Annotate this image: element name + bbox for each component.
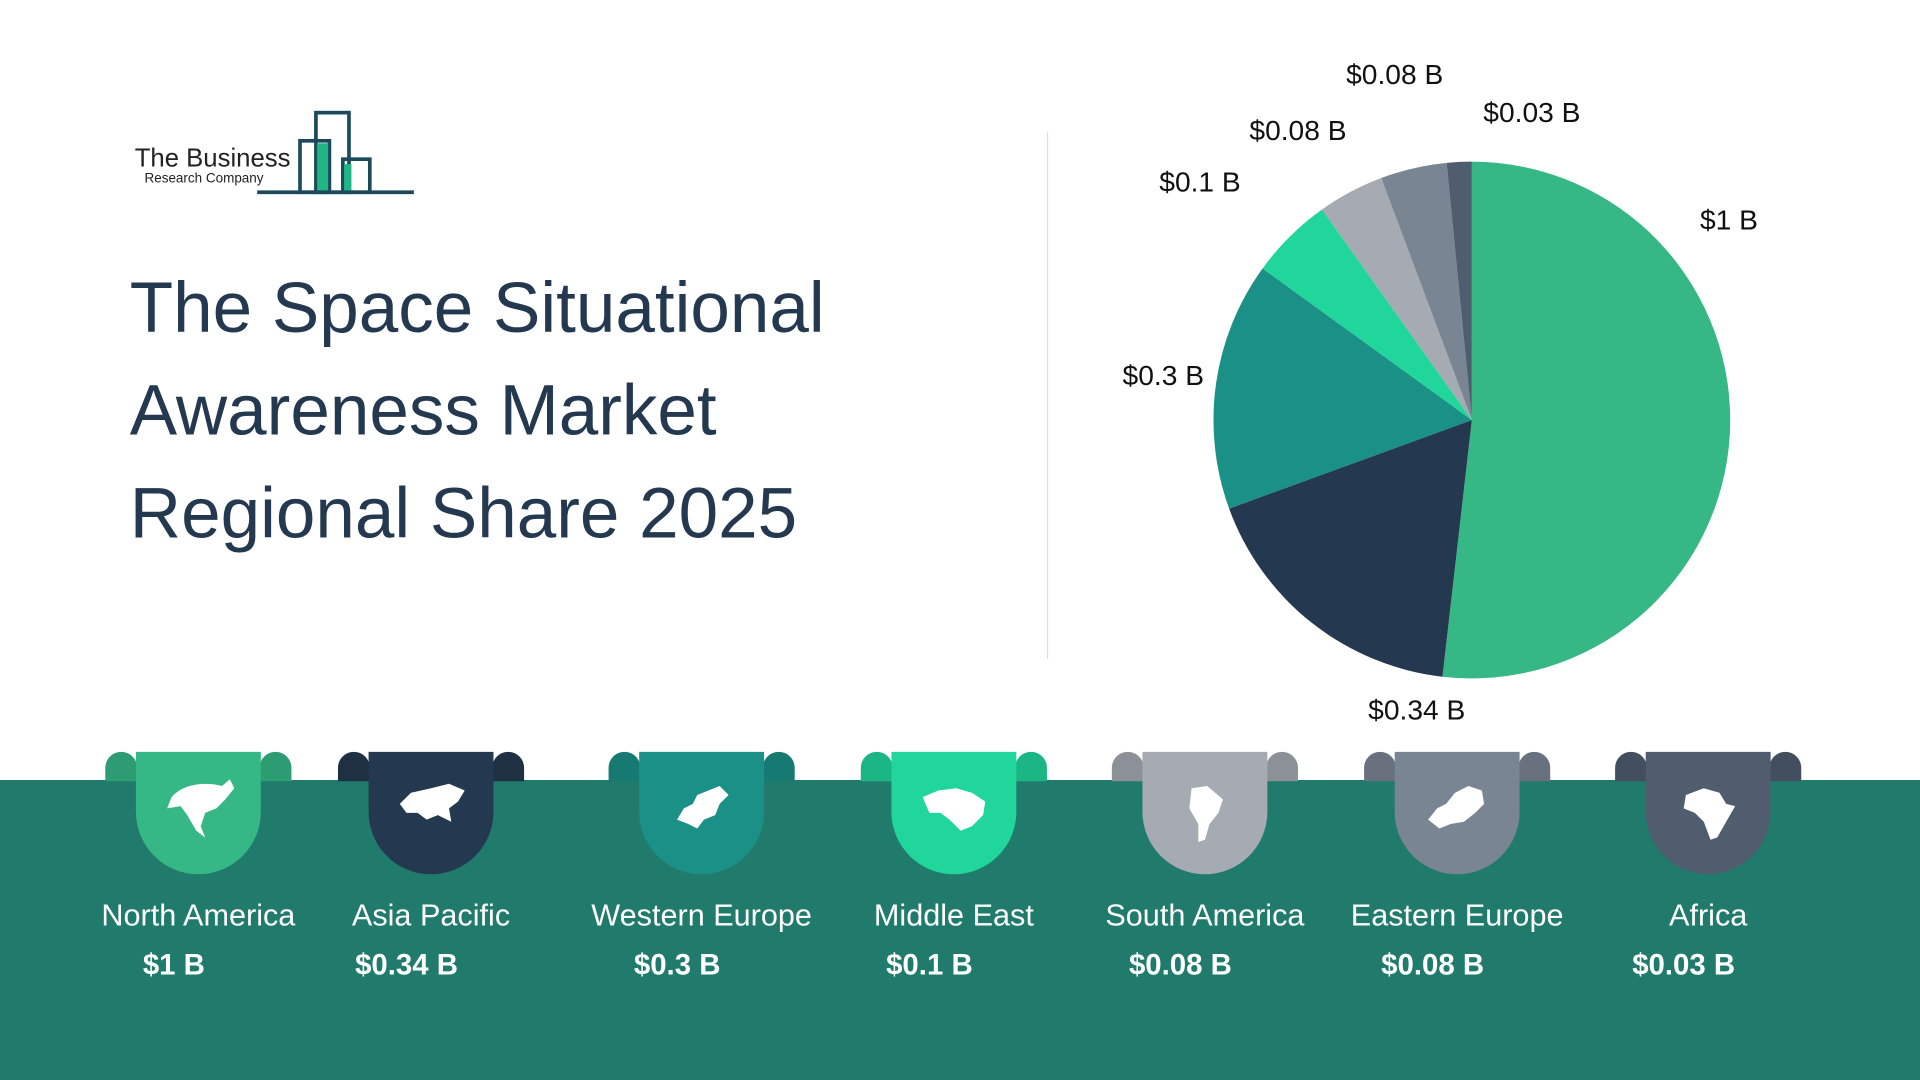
- badge-fold: [1615, 751, 1647, 782]
- badge-fold: [1769, 751, 1802, 782]
- badge-body: [1394, 751, 1520, 875]
- region-name: Asia Pacific: [351, 898, 511, 934]
- pie-slice-asia-pacific: [1229, 420, 1472, 677]
- page-title: The Space Situational Awareness Market R…: [129, 268, 825, 554]
- region-badge: [337, 751, 525, 877]
- region-value: $0.1 B: [886, 948, 973, 983]
- badge-fold: [492, 751, 525, 782]
- badge-fold: [259, 751, 292, 782]
- pie-data-label: $0.34 B: [1368, 693, 1466, 726]
- region-name: Western Europe: [591, 898, 812, 934]
- region-badge: [860, 751, 1047, 877]
- middle-east-map-icon: [922, 788, 986, 831]
- region-value: $0.34 B: [355, 948, 458, 983]
- badge-body: [135, 751, 261, 875]
- pie-slice-middle-east: [1262, 209, 1472, 421]
- badge-fold: [762, 751, 795, 782]
- south-america-map-icon: [1189, 785, 1223, 842]
- region-badge: [1615, 751, 1802, 877]
- badge-body: [368, 751, 494, 875]
- region-badge: [105, 751, 292, 877]
- pie-data-label: $0.03 B: [1483, 96, 1581, 128]
- pie-data-label: $0.08 B: [1346, 58, 1444, 91]
- badge-body: [1645, 751, 1771, 875]
- eastern-europe-map-icon: [1428, 785, 1485, 829]
- region-badge: [1111, 751, 1298, 877]
- region-value: $1 B: [142, 948, 205, 983]
- pie-slice-north-america: [1442, 161, 1731, 679]
- region-value: $0.03 B: [1632, 948, 1736, 983]
- pie-slice-western-europe: [1213, 268, 1472, 509]
- pie-slice-africa: [1446, 161, 1472, 421]
- badge-fold: [1364, 751, 1396, 782]
- pie-slice-eastern-europe: [1381, 162, 1472, 421]
- region-name: Eastern Europe: [1350, 898, 1564, 934]
- badge-body: [639, 751, 765, 875]
- region-name: South America: [1105, 898, 1305, 934]
- badge-fold: [105, 751, 138, 782]
- region-value: $0.08 B: [1381, 948, 1485, 983]
- region-value: $0.08 B: [1128, 948, 1232, 983]
- region-name: Africa: [1669, 898, 1748, 934]
- divider: [1046, 132, 1049, 659]
- pie-data-label: $0.08 B: [1249, 114, 1347, 147]
- badge-fold: [1518, 751, 1551, 782]
- logo-line2: Research Company: [144, 171, 264, 187]
- region-badge: [1364, 751, 1551, 877]
- region-value: $0.3 B: [633, 948, 721, 983]
- badge-fold: [860, 751, 893, 782]
- asia-map-icon: [399, 783, 465, 822]
- region-name: Middle East: [873, 898, 1034, 934]
- pie-data-label: $1 B: [1700, 203, 1758, 236]
- badge-fold: [1111, 751, 1144, 782]
- logo-line1: The Business: [134, 144, 291, 173]
- badge-body: [891, 751, 1017, 875]
- region-badge: [608, 751, 795, 877]
- badge-fold: [608, 751, 641, 782]
- badge-fold: [1266, 751, 1298, 782]
- africa-map-icon: [1683, 788, 1736, 840]
- pie-data-label: $0.3 B: [1122, 359, 1204, 392]
- region-name: North America: [101, 898, 296, 934]
- badge-fold: [337, 751, 370, 782]
- north-america-map-icon: [167, 779, 235, 838]
- pie-slice-south-america: [1322, 178, 1472, 421]
- badge-body: [1142, 751, 1268, 875]
- badge-fold: [1015, 751, 1047, 782]
- logo-buildings-icon: [257, 110, 414, 195]
- western-europe-map-icon: [677, 785, 729, 829]
- pie-data-label: $0.1 B: [1159, 165, 1241, 198]
